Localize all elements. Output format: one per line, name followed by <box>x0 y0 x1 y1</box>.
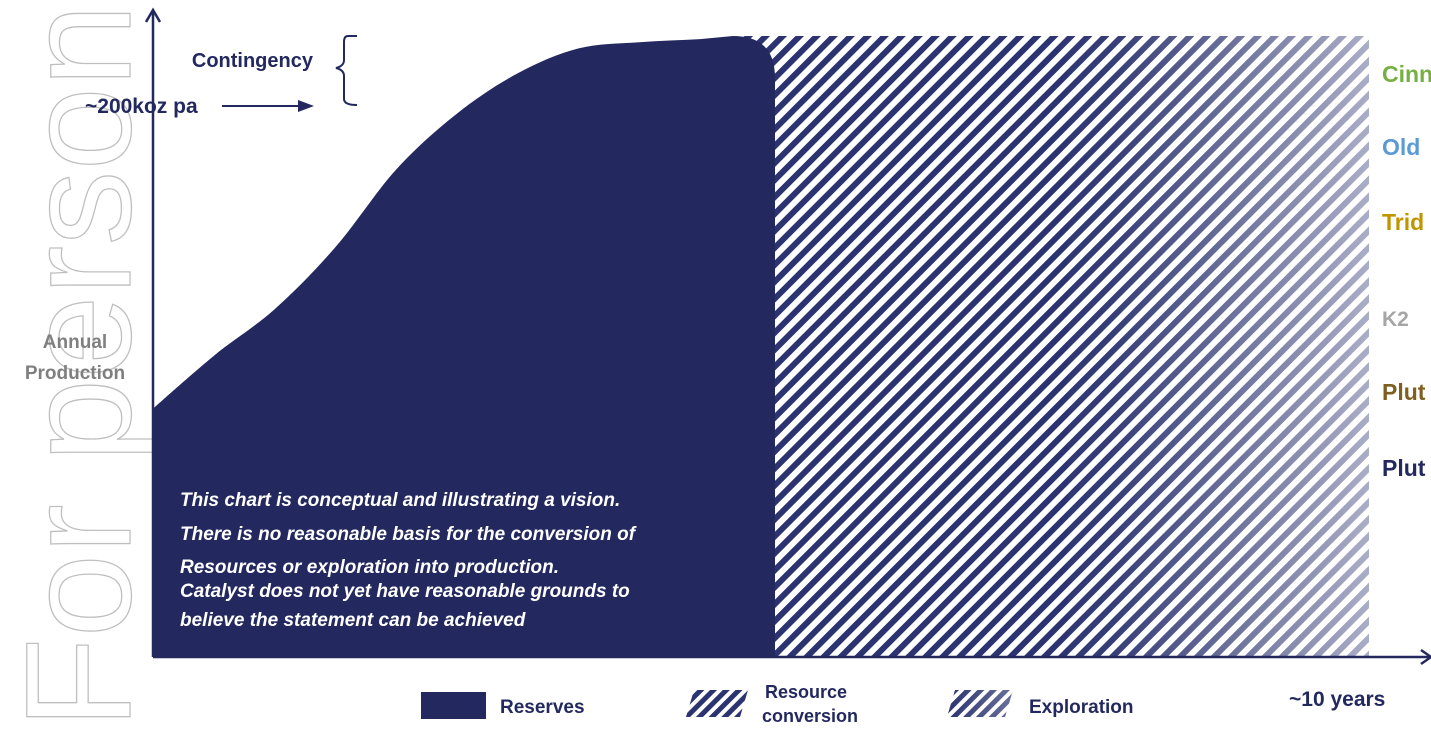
target-production-label: ~200koz pa <box>85 95 198 118</box>
reserves-region <box>153 36 775 657</box>
project-label: Plut <box>1382 455 1426 481</box>
x-axis-arrow-icon <box>1420 648 1431 666</box>
legend-swatch-resource-conversion <box>686 690 748 717</box>
project-label: K2 <box>1382 308 1409 331</box>
y-axis-label-line-1: Annual <box>43 332 107 353</box>
project-label: Cinn <box>1382 61 1431 87</box>
project-label: Old <box>1382 134 1420 160</box>
legend-label-exploration: Exploration <box>1029 697 1134 718</box>
contingency-bracket <box>335 35 358 106</box>
y-axis-arrow-icon <box>144 7 162 23</box>
project-label: Trid <box>1382 209 1424 235</box>
legend-swatch-reserves <box>421 692 486 719</box>
exploration-region <box>1026 36 1369 657</box>
resource-conversion-region-overlay <box>733 36 1068 657</box>
disclaimer-line-4: Catalyst does not yet have reasonable gr… <box>180 581 630 602</box>
disclaimer-line-5: believe the statement can be achieved <box>180 610 526 631</box>
legend-label-reserves: Reserves <box>500 697 585 718</box>
project-labels: Cinn Old Trid K2 Plut Plut <box>1382 61 1431 481</box>
disclaimer-line-3: Resources or exploration into production… <box>180 557 559 578</box>
legend-label-resource-conversion-line-1: Resource <box>765 682 847 702</box>
legend-label-resource-conversion-line-2: conversion <box>762 706 858 726</box>
watermark: For personal use only <box>0 0 162 729</box>
disclaimer-line-2: There is no reasonable basis for the con… <box>180 524 637 545</box>
disclaimer: This chart is conceptual and illustratin… <box>180 490 637 631</box>
x-axis-label: ~10 years <box>1289 688 1385 711</box>
legend-swatch-exploration <box>947 690 1013 717</box>
disclaimer-line-1: This chart is conceptual and illustratin… <box>180 490 620 511</box>
target-production-arrow-head-icon <box>298 100 314 112</box>
y-axis-label-line-2: Production <box>25 363 125 384</box>
project-label: Plut <box>1382 379 1426 405</box>
legend: Reserves Resource conversion Exploration… <box>421 682 1385 726</box>
contingency-label: Contingency <box>192 50 314 72</box>
